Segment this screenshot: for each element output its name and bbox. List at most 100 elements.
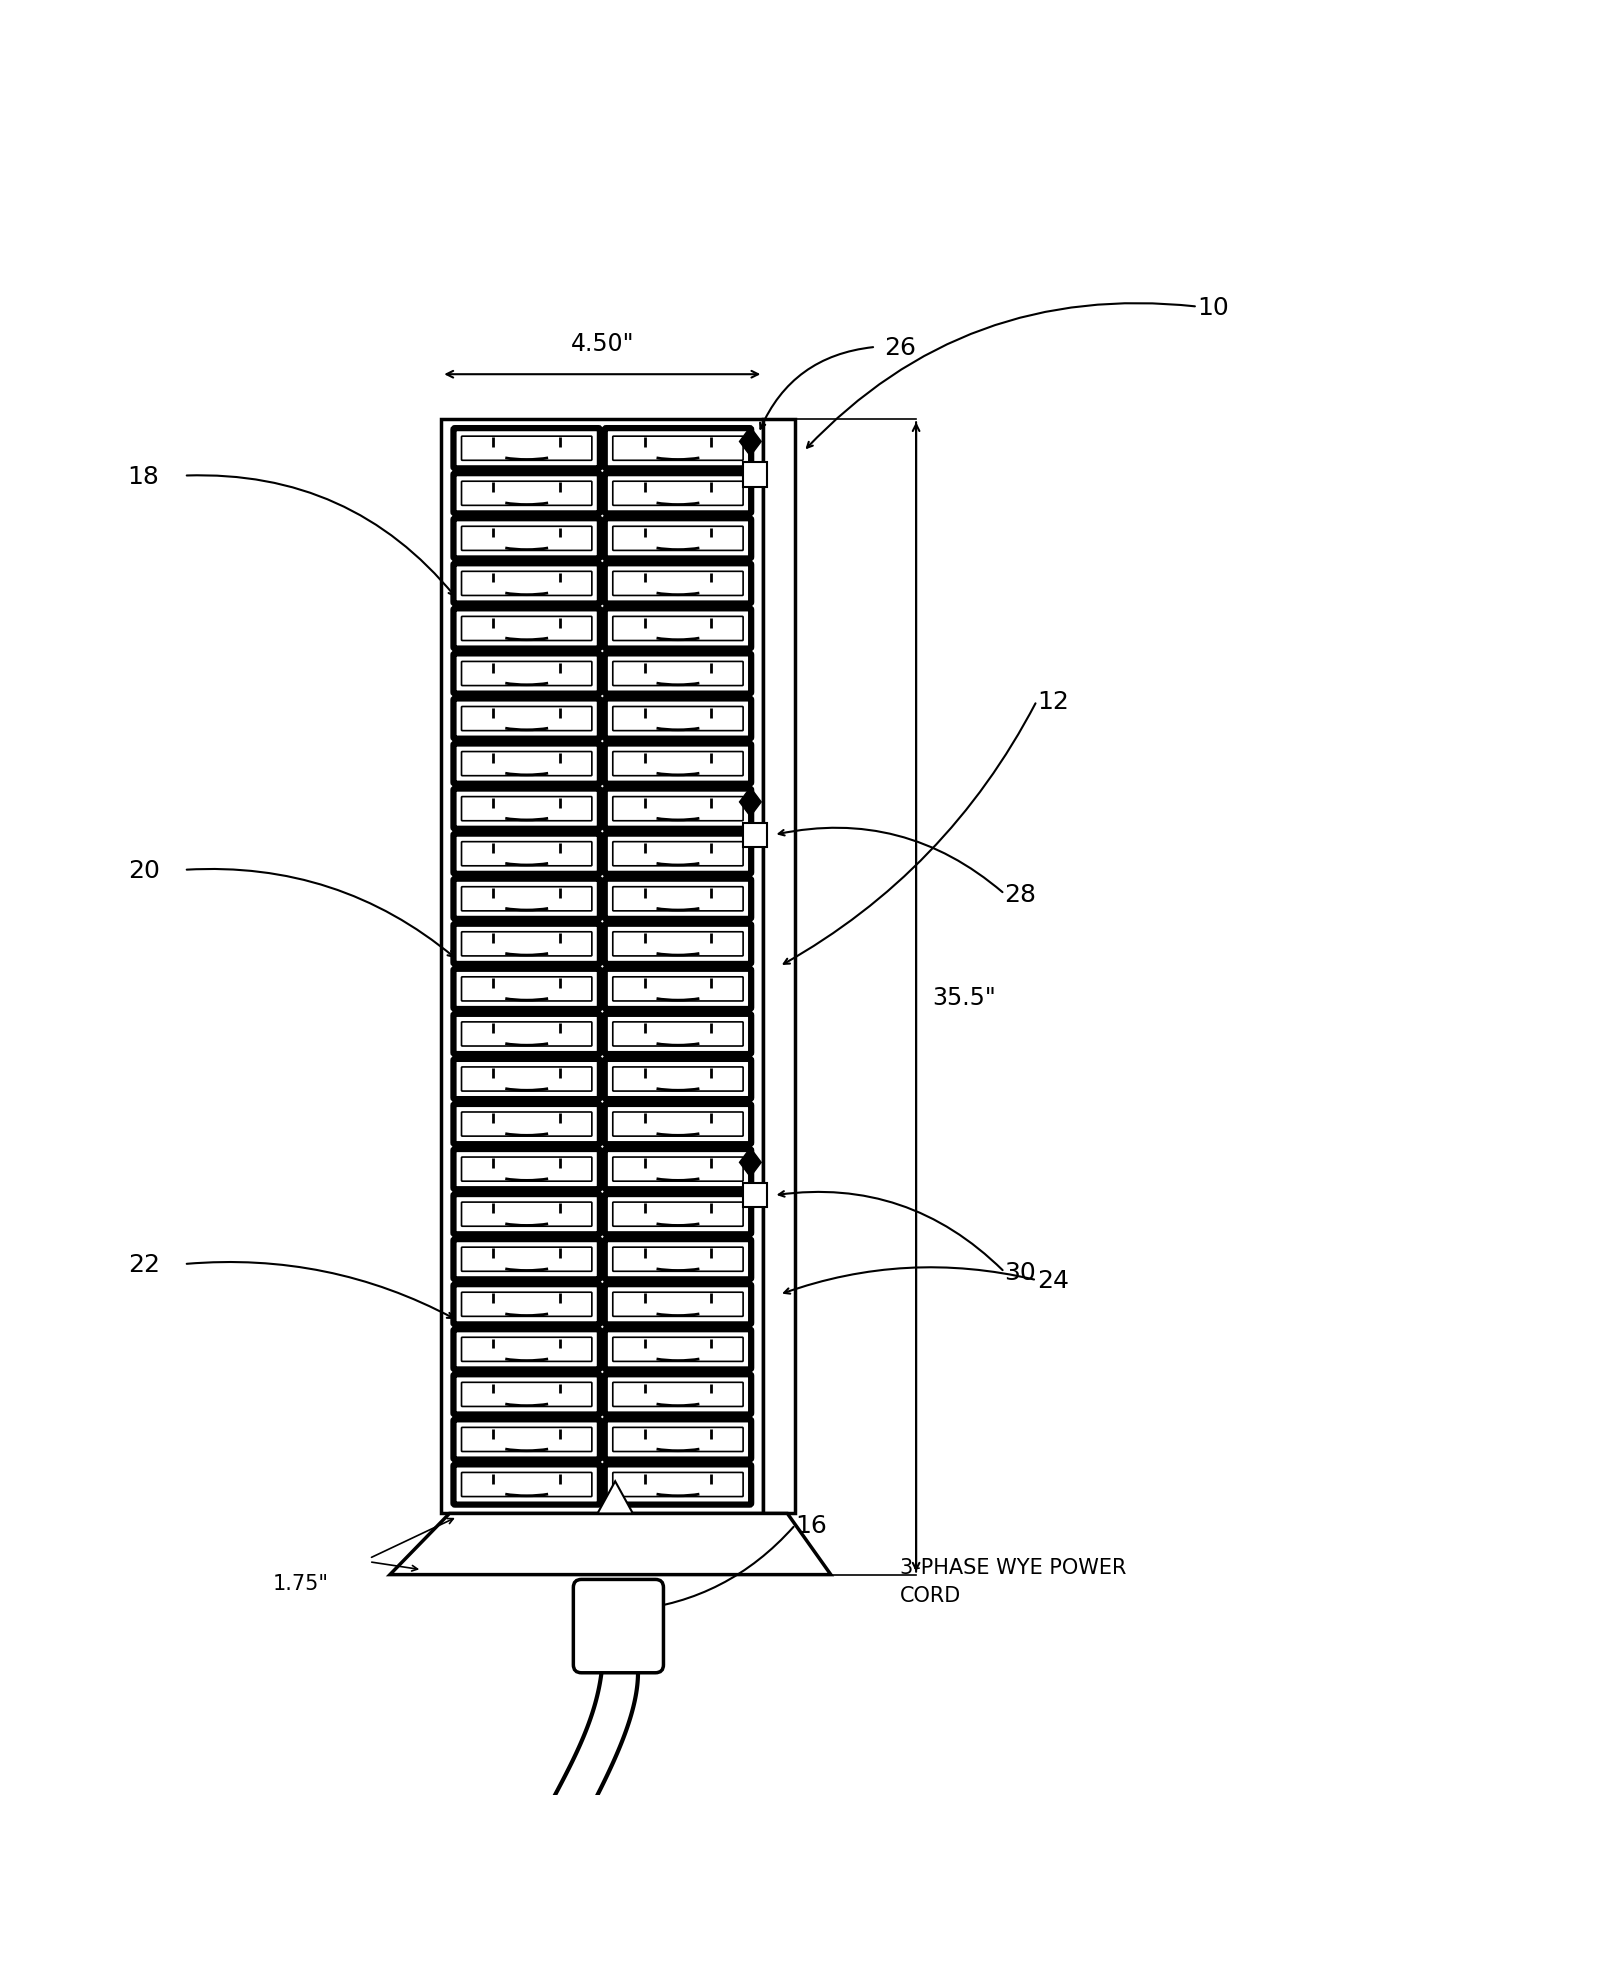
FancyBboxPatch shape (613, 797, 743, 821)
FancyBboxPatch shape (461, 482, 592, 505)
FancyBboxPatch shape (461, 527, 592, 551)
FancyBboxPatch shape (613, 1203, 743, 1227)
FancyBboxPatch shape (573, 1580, 664, 1673)
Polygon shape (597, 1481, 633, 1514)
FancyBboxPatch shape (605, 1150, 751, 1189)
FancyBboxPatch shape (461, 1068, 592, 1092)
FancyBboxPatch shape (613, 932, 743, 957)
Text: 10: 10 (1198, 295, 1230, 319)
FancyBboxPatch shape (461, 842, 592, 866)
FancyBboxPatch shape (453, 1330, 601, 1370)
Bar (763, 420, 795, 1514)
Bar (743, 1183, 768, 1207)
FancyBboxPatch shape (461, 1473, 592, 1496)
FancyBboxPatch shape (461, 573, 592, 597)
FancyBboxPatch shape (613, 1292, 743, 1316)
FancyBboxPatch shape (461, 751, 592, 777)
Text: 24: 24 (1037, 1268, 1070, 1292)
FancyBboxPatch shape (613, 662, 743, 686)
FancyBboxPatch shape (605, 565, 751, 605)
FancyBboxPatch shape (613, 977, 743, 1001)
FancyBboxPatch shape (453, 1465, 601, 1504)
FancyBboxPatch shape (605, 834, 751, 874)
FancyBboxPatch shape (605, 743, 751, 785)
FancyBboxPatch shape (461, 616, 592, 642)
FancyBboxPatch shape (453, 834, 601, 874)
FancyBboxPatch shape (453, 1195, 601, 1235)
FancyBboxPatch shape (461, 977, 592, 1001)
FancyBboxPatch shape (453, 880, 601, 920)
FancyBboxPatch shape (613, 436, 743, 462)
Text: 4.50": 4.50" (571, 331, 635, 355)
FancyBboxPatch shape (453, 1284, 601, 1324)
FancyBboxPatch shape (613, 1068, 743, 1092)
FancyBboxPatch shape (461, 1247, 592, 1272)
Polygon shape (740, 1148, 761, 1177)
FancyBboxPatch shape (605, 924, 751, 965)
FancyBboxPatch shape (461, 662, 592, 686)
FancyBboxPatch shape (605, 1195, 751, 1235)
FancyBboxPatch shape (453, 969, 601, 1009)
FancyBboxPatch shape (605, 1330, 751, 1370)
FancyBboxPatch shape (453, 1150, 601, 1189)
FancyBboxPatch shape (453, 1376, 601, 1415)
FancyBboxPatch shape (613, 1427, 743, 1451)
Bar (451, 1944, 576, 1980)
FancyBboxPatch shape (613, 1473, 743, 1496)
FancyBboxPatch shape (453, 1104, 601, 1144)
FancyBboxPatch shape (461, 888, 592, 912)
FancyBboxPatch shape (453, 1015, 601, 1054)
FancyBboxPatch shape (461, 1383, 592, 1407)
FancyBboxPatch shape (605, 1015, 751, 1054)
FancyBboxPatch shape (605, 1465, 751, 1504)
FancyBboxPatch shape (605, 474, 751, 513)
FancyBboxPatch shape (461, 797, 592, 821)
Text: 18: 18 (128, 464, 159, 488)
Text: 14: 14 (626, 1613, 659, 1639)
FancyBboxPatch shape (453, 1239, 601, 1280)
FancyBboxPatch shape (613, 842, 743, 866)
FancyBboxPatch shape (453, 428, 601, 470)
FancyBboxPatch shape (613, 751, 743, 777)
FancyBboxPatch shape (605, 519, 751, 559)
FancyBboxPatch shape (461, 932, 592, 957)
Circle shape (545, 1944, 581, 1980)
FancyBboxPatch shape (613, 527, 743, 551)
Text: 12: 12 (1037, 690, 1068, 714)
FancyBboxPatch shape (453, 924, 601, 965)
Polygon shape (390, 1514, 831, 1576)
FancyBboxPatch shape (613, 1157, 743, 1181)
FancyBboxPatch shape (613, 708, 743, 731)
Text: 22: 22 (128, 1253, 159, 1276)
Bar (441, 420, 763, 1514)
FancyBboxPatch shape (605, 1419, 751, 1461)
Bar (743, 464, 768, 488)
Text: 28: 28 (1005, 882, 1037, 906)
Text: 30: 30 (1005, 1261, 1037, 1284)
FancyBboxPatch shape (605, 654, 751, 694)
FancyBboxPatch shape (453, 700, 601, 739)
FancyBboxPatch shape (453, 565, 601, 605)
Polygon shape (740, 428, 761, 456)
FancyBboxPatch shape (605, 1284, 751, 1324)
FancyBboxPatch shape (613, 573, 743, 597)
FancyBboxPatch shape (453, 654, 601, 694)
FancyBboxPatch shape (613, 482, 743, 505)
FancyBboxPatch shape (461, 1203, 592, 1227)
Bar (743, 823, 768, 848)
FancyBboxPatch shape (453, 1419, 601, 1461)
FancyBboxPatch shape (613, 616, 743, 642)
FancyBboxPatch shape (461, 1427, 592, 1451)
FancyBboxPatch shape (613, 1247, 743, 1272)
Text: 20: 20 (128, 858, 159, 882)
FancyBboxPatch shape (605, 1058, 751, 1100)
Text: 1.75": 1.75" (273, 1574, 328, 1594)
FancyBboxPatch shape (453, 608, 601, 650)
FancyBboxPatch shape (605, 880, 751, 920)
FancyBboxPatch shape (605, 1104, 751, 1144)
FancyBboxPatch shape (605, 969, 751, 1009)
Text: 3-PHASE WYE POWER
CORD: 3-PHASE WYE POWER CORD (901, 1558, 1126, 1605)
FancyBboxPatch shape (461, 1292, 592, 1316)
FancyBboxPatch shape (453, 474, 601, 513)
FancyBboxPatch shape (461, 1112, 592, 1136)
